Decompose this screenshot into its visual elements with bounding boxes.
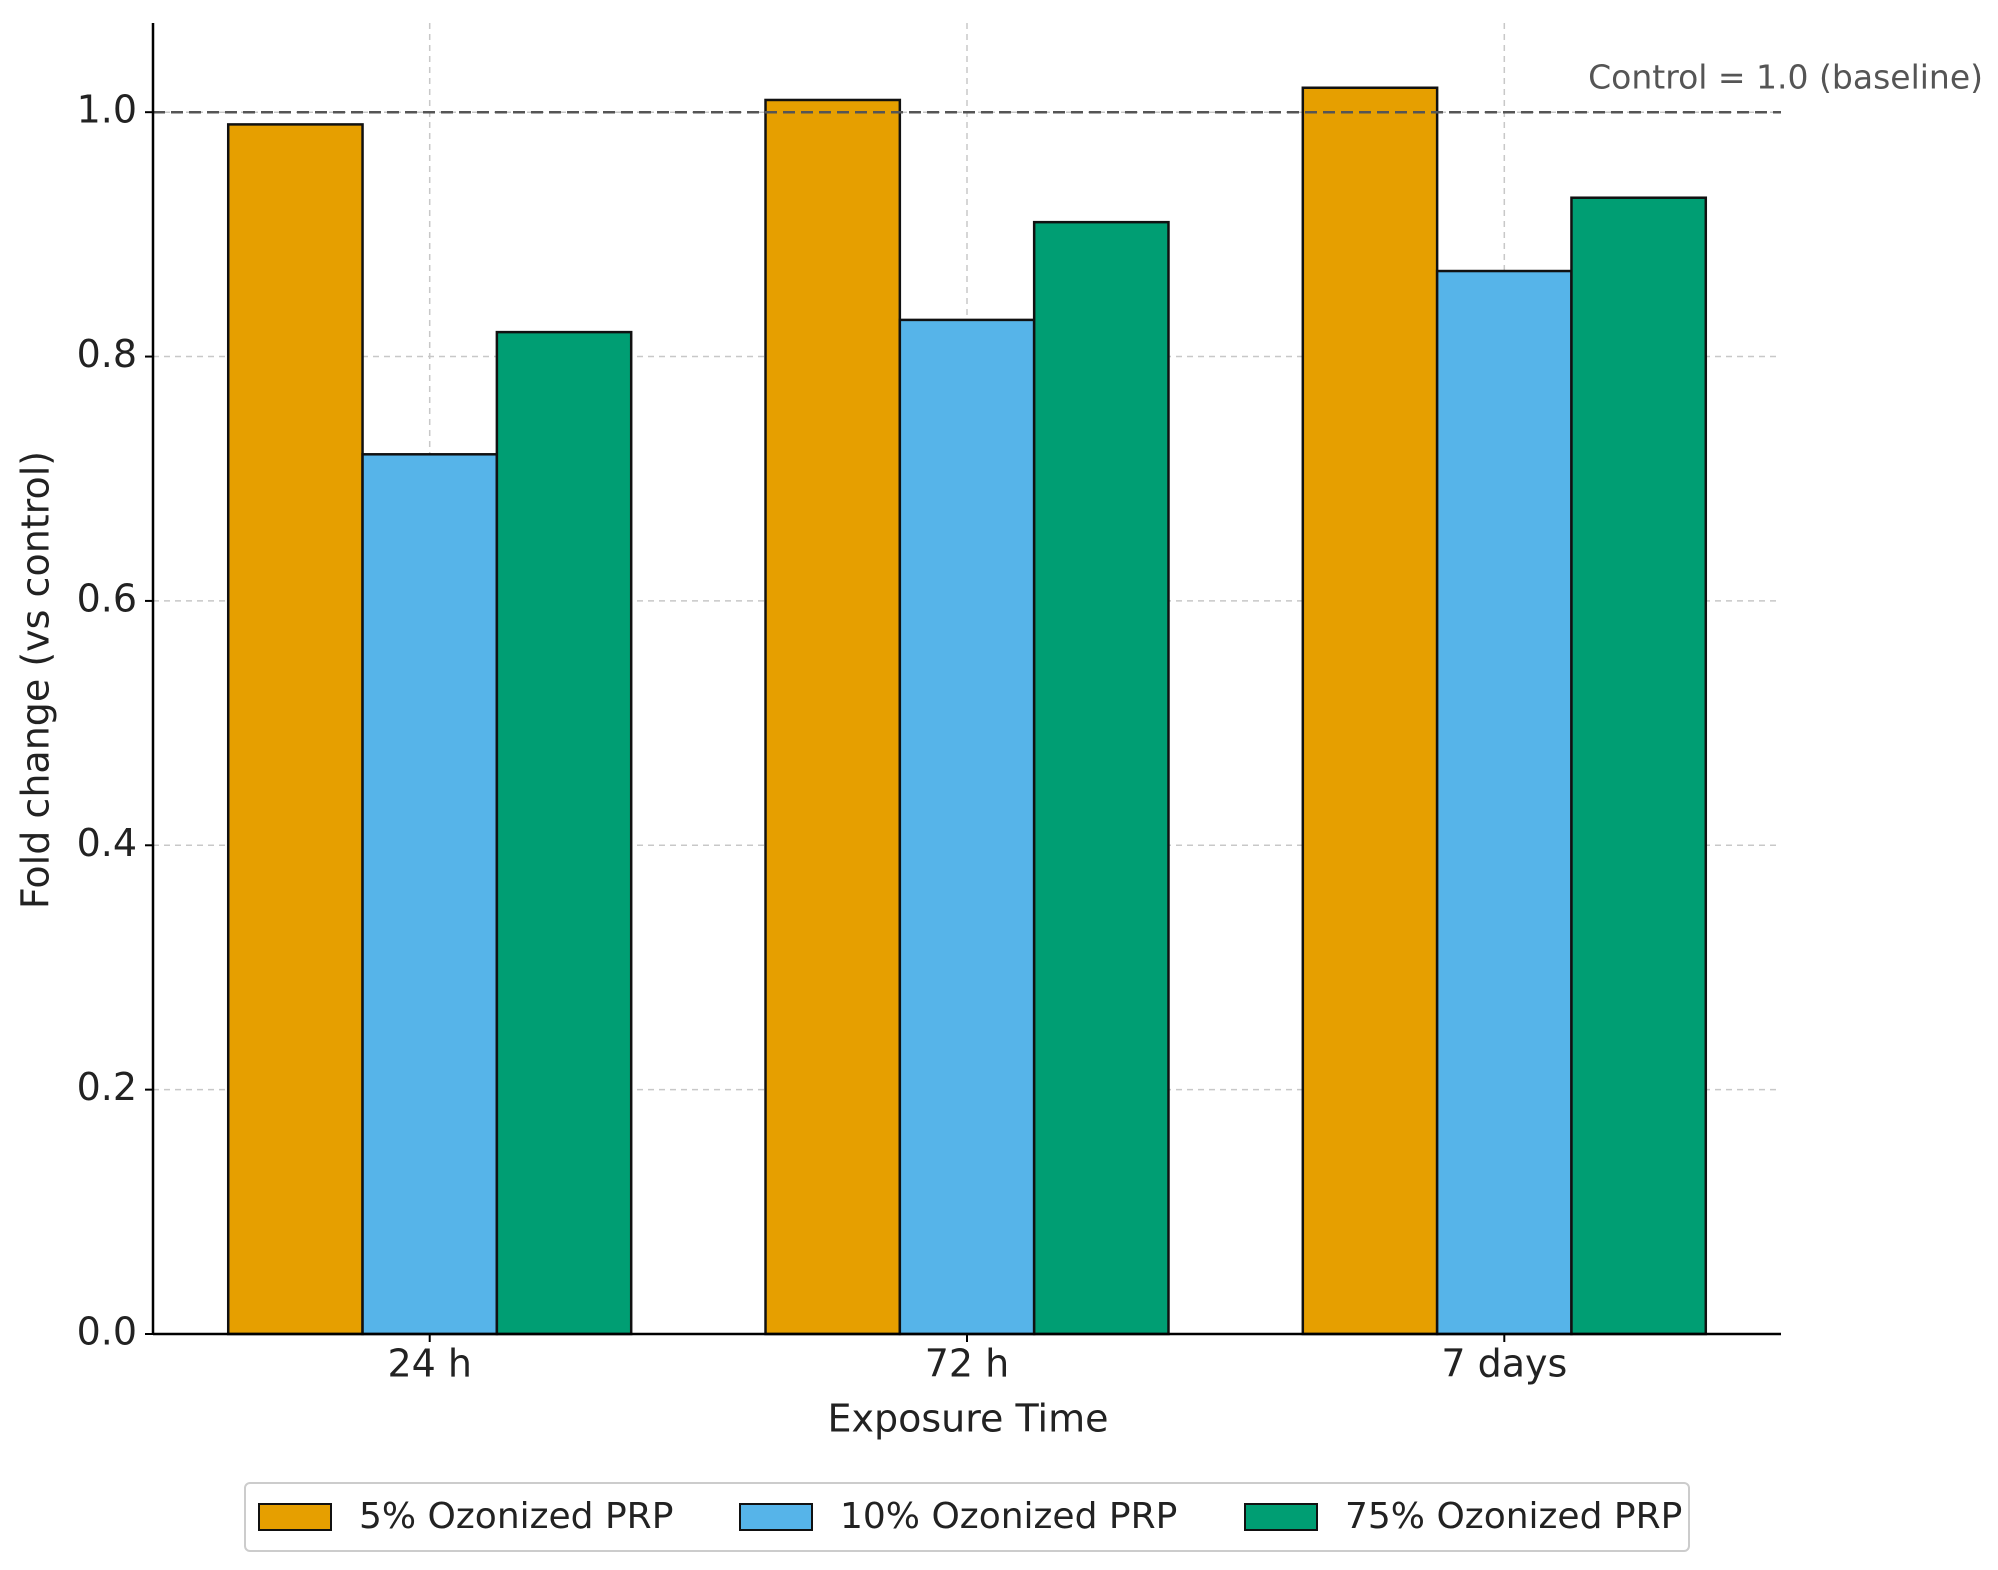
bar [226, 123, 364, 1336]
legend-swatch [739, 1503, 813, 1531]
y-tick-label: 0.6 [77, 576, 137, 620]
x-tick-label: 7 days [1441, 1342, 1567, 1386]
bar [361, 453, 499, 1336]
legend-swatch [1244, 1503, 1318, 1531]
y-tick-label: 0.2 [77, 1065, 137, 1109]
x-tick-label: 24 h [387, 1342, 472, 1386]
legend-box [244, 1482, 1690, 1552]
bar [1435, 269, 1573, 1336]
bar [898, 318, 1036, 1336]
y-tick-label: 0.8 [77, 332, 137, 376]
reference-label: Control = 1.0 (baseline) [1588, 58, 1983, 97]
x-tick-label: 72 h [925, 1342, 1010, 1386]
bar [1301, 86, 1439, 1336]
legend-label: 10% Ozonized PRP [840, 1496, 1177, 1537]
y-axis-title: Fold change (vs control) [14, 451, 58, 909]
y-tick-label: 1.0 [77, 88, 137, 132]
x-axis-title: Exposure Time [828, 1397, 1109, 1441]
y-tick-label: 0.4 [77, 821, 137, 865]
bar [1570, 196, 1708, 1336]
bar [495, 330, 633, 1336]
y-tick-label: 0.0 [77, 1310, 137, 1354]
bar [764, 98, 902, 1336]
legend-label: 75% Ozonized PRP [1345, 1496, 1682, 1537]
bar [1032, 220, 1170, 1336]
legend-swatch [258, 1503, 332, 1531]
legend-label: 5% Ozonized PRP [359, 1496, 673, 1537]
